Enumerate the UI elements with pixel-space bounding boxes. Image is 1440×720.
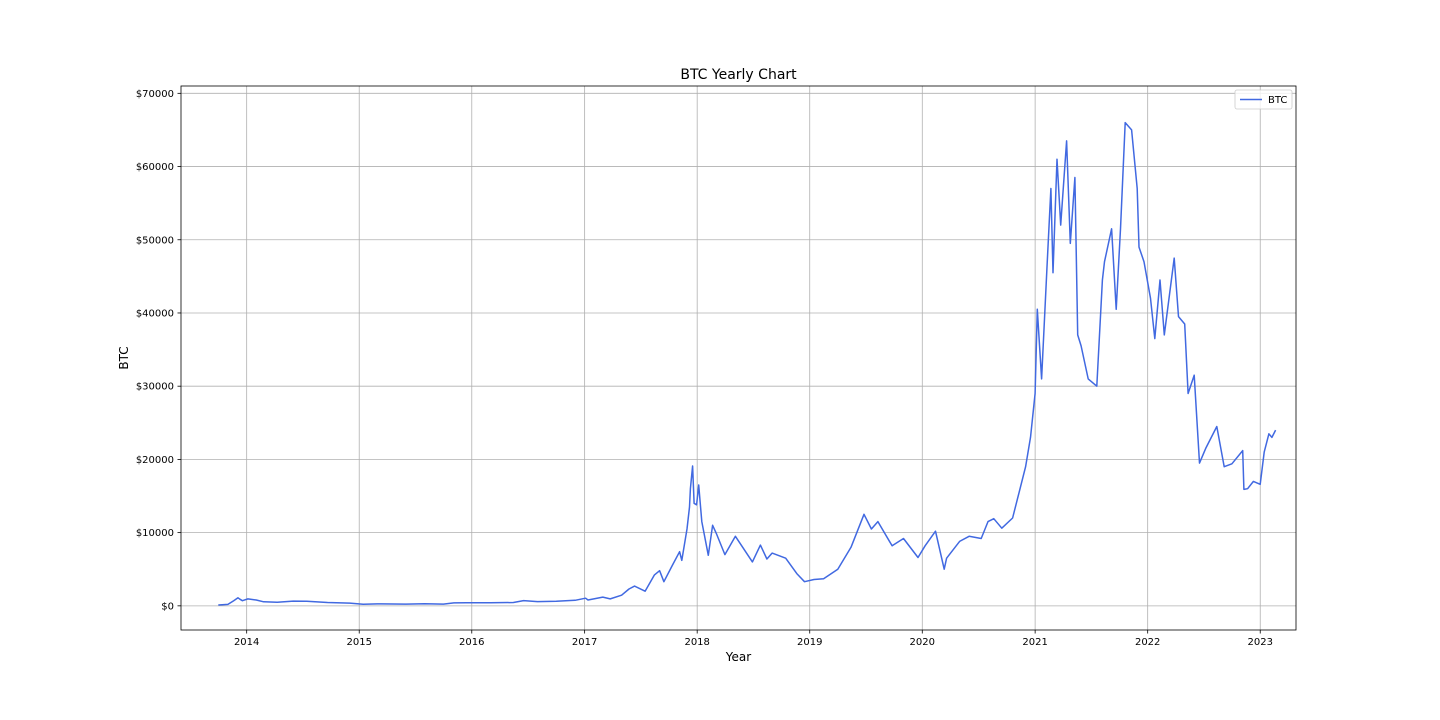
chart-title: BTC Yearly Chart <box>680 67 797 83</box>
legend-label-btc: BTC <box>1268 95 1287 106</box>
x-tick-label: 2023 <box>1248 637 1273 648</box>
y-tick-label: $50000 <box>136 235 174 246</box>
legend-box <box>1234 89 1293 110</box>
series-layer <box>218 121 1277 606</box>
y-tick-label: $40000 <box>136 308 174 319</box>
y-tick-label: $70000 <box>136 89 174 100</box>
y-tick-label: $60000 <box>136 162 174 173</box>
x-tick-label: 2015 <box>347 637 372 648</box>
legend: BTC <box>1234 89 1293 110</box>
x-tick-label: 2019 <box>797 637 822 648</box>
x-tick-label: 2016 <box>459 637 484 648</box>
y-tick-label: $0 <box>161 601 174 612</box>
x-tick-label: 2017 <box>572 637 597 648</box>
x-tick-label: 2022 <box>1135 637 1160 648</box>
x-tick-label: 2020 <box>910 637 935 648</box>
x-axis-title: Year <box>725 650 751 664</box>
x-axis: 2014 2015 2016 2017 2018 2019 2020 2021 2022 2023 <box>234 630 1273 648</box>
x-tick-label: 2018 <box>684 637 709 648</box>
y-axis-title: BTC <box>117 346 131 369</box>
y-tick-label: $30000 <box>136 382 174 393</box>
y-tick-label: $10000 <box>136 528 174 539</box>
grid <box>181 86 1296 630</box>
series-line-btc <box>218 121 1277 606</box>
y-axis: $0 $10000 $20000 $30000 $40000 $50000 $60000 $7… <box>136 89 181 612</box>
x-tick-label: 2014 <box>234 637 259 648</box>
y-tick-label: $20000 <box>136 455 174 466</box>
x-tick-label: 2021 <box>1022 637 1047 648</box>
plot-area-frame <box>180 85 1297 631</box>
